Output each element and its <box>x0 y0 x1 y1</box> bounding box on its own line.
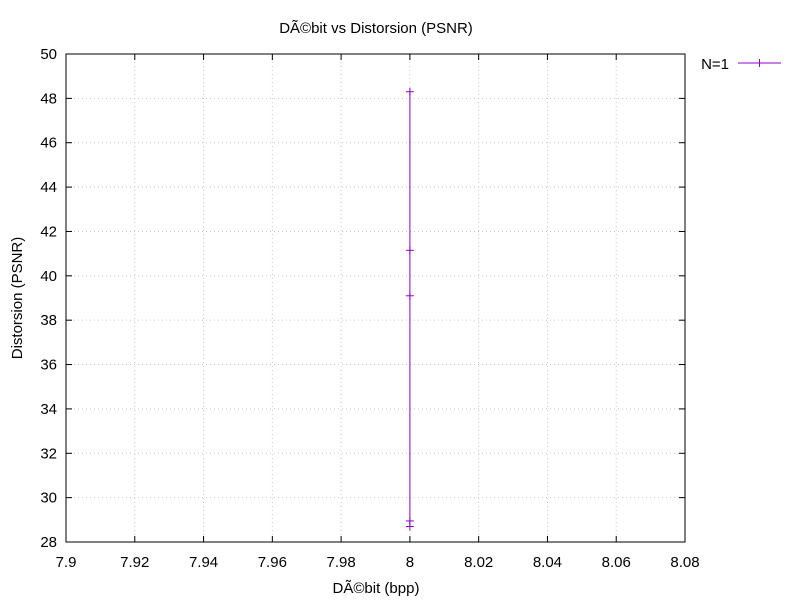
x-tick-label: 7.94 <box>189 554 218 571</box>
x-tick-label: 7.98 <box>327 554 356 571</box>
grid <box>66 54 685 542</box>
plot-frame <box>65 53 686 543</box>
y-tick-label: 28 <box>40 534 57 551</box>
y-tick-label: 34 <box>40 401 57 418</box>
y-tick-label: 46 <box>40 135 57 152</box>
y-tick-label: 50 <box>40 46 57 63</box>
x-tick-label: 7.96 <box>258 554 287 571</box>
x-tick-label: 8.06 <box>602 554 631 571</box>
axes-ticks: 7.9 7.92 7.94 7.96 7.98 8 8.02 8.04 8.06 8.08 28 30… <box>40 46 699 571</box>
y-tick-label: 36 <box>40 357 57 374</box>
x-tick-label: 8.08 <box>670 554 699 571</box>
y-tick-label: 48 <box>40 90 57 107</box>
y-axis-label: Distorsion (PSNR) <box>9 237 26 360</box>
x-tick-label: 7.92 <box>120 554 149 571</box>
y-tick-label: 44 <box>40 179 57 196</box>
x-axis-label: DÃ©bit (bpp) <box>333 580 420 597</box>
x-tick-label: 8.02 <box>464 554 493 571</box>
legend: N=1 <box>701 56 781 73</box>
data-layer <box>405 87 414 531</box>
x-tick-label: 7.9 <box>56 554 77 571</box>
y-tick-label: 42 <box>40 223 57 240</box>
x-tick-label: 8 <box>406 554 414 571</box>
y-tick-label: 40 <box>40 268 57 285</box>
y-tick-label: 38 <box>40 312 57 329</box>
y-tick-label: 30 <box>40 490 57 507</box>
chart-title: DÃ©bit vs Distorsion (PSNR) <box>279 20 473 37</box>
x-tick-label: 8.04 <box>533 554 562 571</box>
legend-label-n1: N=1 <box>701 56 729 73</box>
y-tick-label: 32 <box>40 445 57 462</box>
